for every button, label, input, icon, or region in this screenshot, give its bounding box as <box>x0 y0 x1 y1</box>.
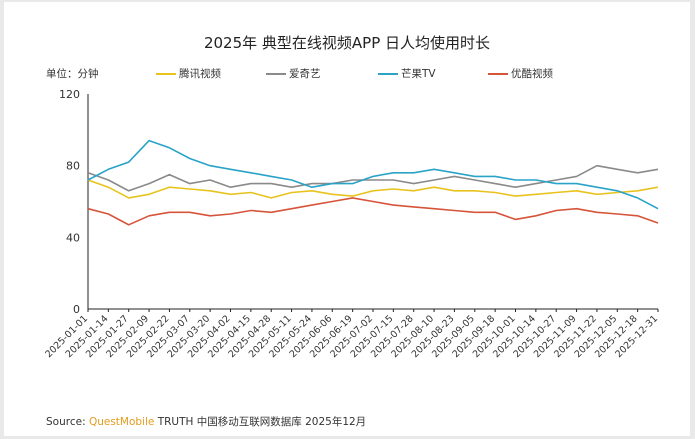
legend-item-youku: 优酷视频 <box>488 66 553 81</box>
source-brand: QuestMobile <box>88 416 155 428</box>
legend-swatch <box>378 72 398 75</box>
source-database: TRUTH 中国移动互联网数据库 2025年12月 <box>154 416 367 428</box>
legend-label: 腾讯视频 <box>179 68 221 80</box>
chart-title: 2025年 典型在线视频APP 日人均使用时长 <box>203 34 491 52</box>
legend-item-iqiyi: 爱奇艺 <box>266 66 321 81</box>
source-note: Source: QuestMobile TRUTH 中国移动互联网数据库 202… <box>46 414 366 429</box>
legend-swatch <box>266 72 286 75</box>
legend-swatch <box>156 72 176 75</box>
series-line-0 <box>87 179 659 199</box>
y-tick-label: 120 <box>59 88 80 101</box>
series-line-3 <box>87 197 659 226</box>
legend-label: 优酷视频 <box>511 68 553 80</box>
legend-item-mango: 芒果TV <box>378 66 436 81</box>
unit-label: 单位：分钟 <box>46 68 99 80</box>
line-chart: 040801202025-01-012025-01-142025-01-2720… <box>43 88 660 360</box>
chart-card: 2025年 典型在线视频APP 日人均使用时长 单位：分钟 腾讯视频 爱奇艺 芒… <box>4 2 690 436</box>
source-label: Source: <box>46 416 89 428</box>
legend-swatch <box>488 72 508 75</box>
series-line-1 <box>87 164 659 192</box>
y-tick-label: 80 <box>66 160 80 173</box>
y-tick-label: 0 <box>73 303 80 316</box>
series-line-2 <box>87 139 659 210</box>
legend-label: 芒果TV <box>401 68 436 80</box>
y-tick-label: 40 <box>66 231 80 244</box>
legend-item-tencent: 腾讯视频 <box>156 66 221 81</box>
legend-label: 爱奇艺 <box>289 68 321 80</box>
